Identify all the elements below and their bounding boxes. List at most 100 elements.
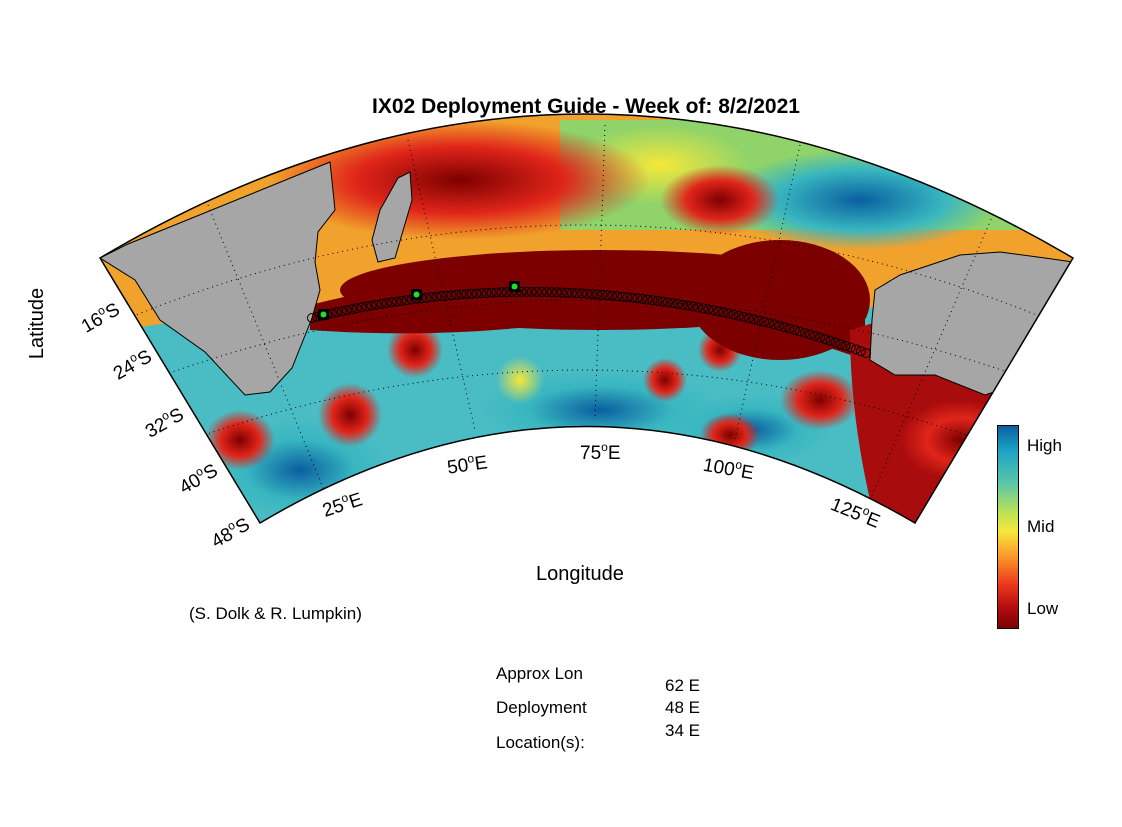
- track-marker: [637, 293, 648, 304]
- track-marker: [830, 337, 841, 348]
- track-marker: [698, 303, 709, 314]
- track-marker: [647, 295, 658, 306]
- deployment-label-line-3: Location(s):: [496, 733, 585, 752]
- track-marker: [461, 289, 472, 300]
- track-marker: [451, 289, 462, 300]
- track-marker: [622, 292, 633, 303]
- track-marker: [541, 287, 552, 298]
- map-frame: [98, 113, 1075, 525]
- track-marker: [466, 288, 477, 299]
- track-marker: [693, 302, 704, 313]
- track-marker: [708, 305, 719, 316]
- track-marker: [396, 295, 407, 306]
- track-marker: [642, 294, 653, 305]
- deployment-label-line-2: Deployment: [496, 698, 587, 717]
- track-marker: [612, 291, 623, 302]
- track-marker: [351, 303, 362, 314]
- track-marker: [835, 339, 846, 350]
- track-marker: [582, 288, 592, 299]
- y-axis-label: Latitude: [26, 287, 49, 360]
- track-marker: [481, 287, 492, 298]
- track-marker: [738, 311, 749, 322]
- track-marker: [617, 291, 628, 302]
- track-marker: [381, 298, 392, 309]
- track-marker: [431, 291, 442, 302]
- track-marker: [683, 300, 693, 311]
- track-marker: [815, 332, 826, 343]
- track-marker: [733, 310, 744, 321]
- track-marker: [376, 298, 387, 309]
- track-marker: [703, 304, 714, 315]
- track-marker: [718, 307, 729, 318]
- colorbar: [997, 425, 1019, 629]
- track-marker: [331, 307, 342, 318]
- track-marker: [662, 297, 673, 308]
- deployment-location-2: 48 E: [665, 698, 700, 717]
- track-marker: [336, 306, 347, 317]
- track-marker: [346, 304, 357, 315]
- track-marker: [401, 295, 412, 306]
- track-marker: [627, 292, 638, 303]
- track-marker: [496, 287, 507, 298]
- track-marker: [784, 323, 795, 334]
- track-marker: [531, 286, 542, 297]
- transect-track: [307, 286, 871, 358]
- track-marker: [561, 287, 572, 298]
- track-marker: [754, 315, 764, 326]
- track-marker: [592, 289, 603, 300]
- track-marker: [748, 314, 759, 325]
- track-marker: [861, 348, 871, 358]
- track-marker: [551, 287, 562, 298]
- track-marker: [501, 287, 512, 298]
- track-marker: [556, 287, 567, 298]
- track-marker: [471, 288, 482, 299]
- track-marker: [366, 300, 377, 311]
- x-axis-label: Longitude: [536, 563, 624, 585]
- track-marker: [587, 289, 597, 300]
- track-marker: [632, 293, 643, 304]
- track-marker: [759, 316, 770, 327]
- track-marker: [566, 287, 577, 298]
- track-marker: [371, 299, 382, 310]
- track-marker: [607, 290, 618, 301]
- lon-tick-75e: 75oE: [580, 440, 621, 464]
- track-marker: [825, 335, 836, 346]
- page-title: IX02 Deployment Guide - Week of: 8/2/202…: [372, 95, 800, 118]
- track-marker: [602, 290, 613, 301]
- deployment-point-48e: [413, 291, 420, 298]
- track-marker: [657, 296, 668, 307]
- deployment-markers: [318, 281, 520, 320]
- track-marker: [361, 301, 372, 312]
- track-marker: [855, 346, 866, 357]
- track-marker: [799, 328, 810, 338]
- track-marker: [677, 299, 688, 310]
- track-marker: [597, 289, 608, 300]
- track-marker: [391, 296, 402, 307]
- track-marker: [426, 292, 437, 303]
- track-marker: [571, 288, 582, 299]
- deployment-location-3: 34 E: [665, 721, 700, 740]
- track-marker: [845, 342, 856, 353]
- track-marker: [356, 302, 367, 313]
- track-marker: [577, 288, 587, 299]
- track-marker: [386, 297, 397, 308]
- heatmap-field: [100, 114, 1073, 523]
- track-marker: [723, 308, 734, 319]
- track-marker: [764, 318, 775, 329]
- track-marker: [441, 290, 452, 301]
- track-marker: [667, 298, 678, 309]
- track-marker: [810, 331, 820, 341]
- track-marker: [769, 319, 780, 330]
- colorbar-label-mid: Mid: [1027, 517, 1055, 536]
- track-marker: [536, 287, 547, 297]
- track-marker: [446, 290, 457, 301]
- deployment-point-62e: [511, 283, 518, 290]
- track-marker: [743, 313, 754, 324]
- track-marker: [850, 344, 861, 355]
- track-marker: [840, 340, 851, 351]
- track-marker: [307, 313, 317, 323]
- deployment-location-1: 62 E: [665, 676, 700, 695]
- track-marker: [804, 329, 815, 340]
- track-marker: [688, 301, 699, 312]
